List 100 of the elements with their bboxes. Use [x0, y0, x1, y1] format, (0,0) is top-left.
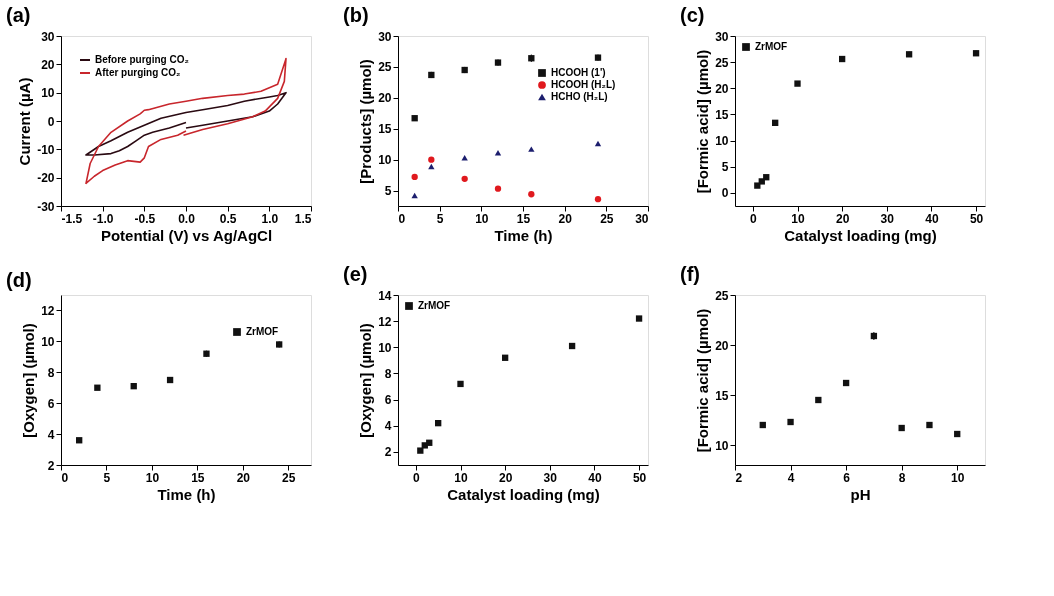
legend-label: ZrMOF — [246, 326, 279, 337]
point — [501, 354, 509, 361]
point — [411, 173, 418, 181]
point — [528, 146, 535, 152]
y-axis-title: [Products] (µmol) — [357, 59, 375, 184]
point — [428, 156, 435, 163]
y-tick-label: 5 — [384, 184, 392, 199]
y-tick-label: 10 — [715, 438, 729, 453]
x-tick-label: 25 — [600, 211, 614, 226]
line-series — [85, 91, 287, 156]
x-tick-label: 1.5 — [294, 211, 312, 226]
x-tick-label: -1.5 — [61, 211, 83, 226]
point — [594, 196, 602, 203]
y-tick-label: 10 — [378, 153, 392, 168]
y-axis-title: [Formic acid] (µmol) — [694, 308, 712, 453]
point — [426, 439, 433, 446]
legend-label: HCHO (H₂L) — [551, 91, 608, 102]
x-axis-title: pH — [850, 485, 871, 503]
y-tick-label: -30 — [37, 199, 55, 214]
x-tick-label: 40 — [588, 470, 602, 485]
y-tick-label: 30 — [378, 29, 392, 44]
x-tick-label: 2 — [735, 470, 743, 485]
x-tick-label: 10 — [791, 211, 805, 226]
point — [411, 192, 418, 199]
point — [763, 174, 770, 181]
x-tick-label: 0.0 — [178, 211, 196, 226]
x-tick-label: 8 — [898, 470, 906, 485]
point — [461, 155, 468, 161]
legend-label: ZrMOF — [755, 41, 788, 52]
y-tick-label: 10 — [715, 134, 729, 149]
y-tick-label: 5 — [721, 160, 729, 175]
point — [428, 163, 435, 170]
x-tick-label: 50 — [969, 211, 984, 226]
chart-title: (d) — [6, 269, 32, 291]
y-tick-label: 15 — [715, 388, 729, 403]
y-tick-label: -10 — [37, 142, 55, 157]
point — [772, 119, 779, 126]
x-tick-label: 30 — [543, 470, 558, 485]
x-tick-label: 6 — [843, 470, 851, 485]
point — [494, 150, 502, 156]
x-tick-label: 20 — [558, 211, 573, 226]
y-tick-label: 6 — [47, 396, 55, 411]
y-tick-label: 15 — [715, 107, 729, 122]
y-tick-label: 2 — [384, 445, 392, 460]
x-tick-label: 10 — [454, 470, 468, 485]
x-tick-label: 25 — [282, 470, 296, 485]
y-tick-label: 14 — [378, 288, 392, 303]
point — [635, 315, 643, 322]
y-tick-label: 2 — [47, 458, 55, 473]
y-tick-label: 0 — [721, 186, 729, 201]
x-tick-label: 30 — [880, 211, 895, 226]
chart-title: (c) — [680, 4, 705, 26]
x-tick-label: 40 — [925, 211, 939, 226]
legend-label: After purging CO₂ — [95, 67, 181, 78]
x-tick-label: 1.0 — [261, 211, 279, 226]
point — [461, 175, 468, 182]
point — [568, 342, 576, 350]
x-tick-label: 20 — [835, 211, 850, 226]
point — [76, 437, 83, 444]
x-tick-label: -1.0 — [92, 211, 114, 226]
legend-label: ZrMOF — [418, 300, 451, 311]
x-tick-label: 10 — [951, 470, 965, 485]
point — [759, 421, 766, 429]
chart-title: (f) — [680, 263, 700, 285]
y-tick-label: 20 — [715, 81, 729, 96]
x-axis-title: Catalyst loading (mg) — [784, 226, 937, 244]
point — [130, 383, 137, 390]
x-tick-label: 10 — [475, 211, 489, 226]
point — [758, 178, 765, 185]
legend-label: Before purging CO₂ — [95, 54, 189, 65]
point — [954, 430, 961, 438]
y-tick-label: 25 — [715, 288, 729, 303]
x-tick-label: 0 — [398, 211, 406, 226]
y-tick-label: 20 — [378, 91, 392, 106]
y-tick-label: 8 — [47, 365, 55, 380]
chart-title: (e) — [343, 263, 368, 285]
y-axis-title: Current (µA) — [16, 77, 34, 166]
y-tick-label: -20 — [37, 171, 55, 186]
point — [166, 376, 174, 384]
y-tick-label: 30 — [715, 29, 729, 44]
y-tick-label: 10 — [378, 340, 392, 355]
y-tick-label: 20 — [41, 57, 55, 72]
chart-title: (b) — [343, 4, 369, 26]
y-tick-label: 0 — [47, 114, 55, 129]
y-axis-title: [Formic acid] (µmol) — [694, 49, 712, 194]
y-tick-label: 4 — [384, 419, 392, 434]
x-tick-label: 5 — [103, 470, 111, 485]
legend-label: HCOOH (1') — [551, 67, 606, 78]
y-tick-label: 15 — [378, 122, 392, 137]
y-tick-label: 6 — [384, 393, 392, 408]
point — [594, 140, 602, 147]
x-tick-label: -0.5 — [134, 211, 156, 226]
y-axis-title: [Oxygen] (µmol) — [20, 323, 38, 438]
x-tick-label: 20 — [498, 470, 513, 485]
x-tick-label: 50 — [632, 470, 647, 485]
x-tick-label: 0 — [750, 211, 758, 226]
legend-label: HCOOH (H₂L) — [551, 79, 616, 90]
x-tick-label: 4 — [787, 470, 795, 485]
point — [94, 384, 101, 391]
point — [435, 419, 442, 427]
